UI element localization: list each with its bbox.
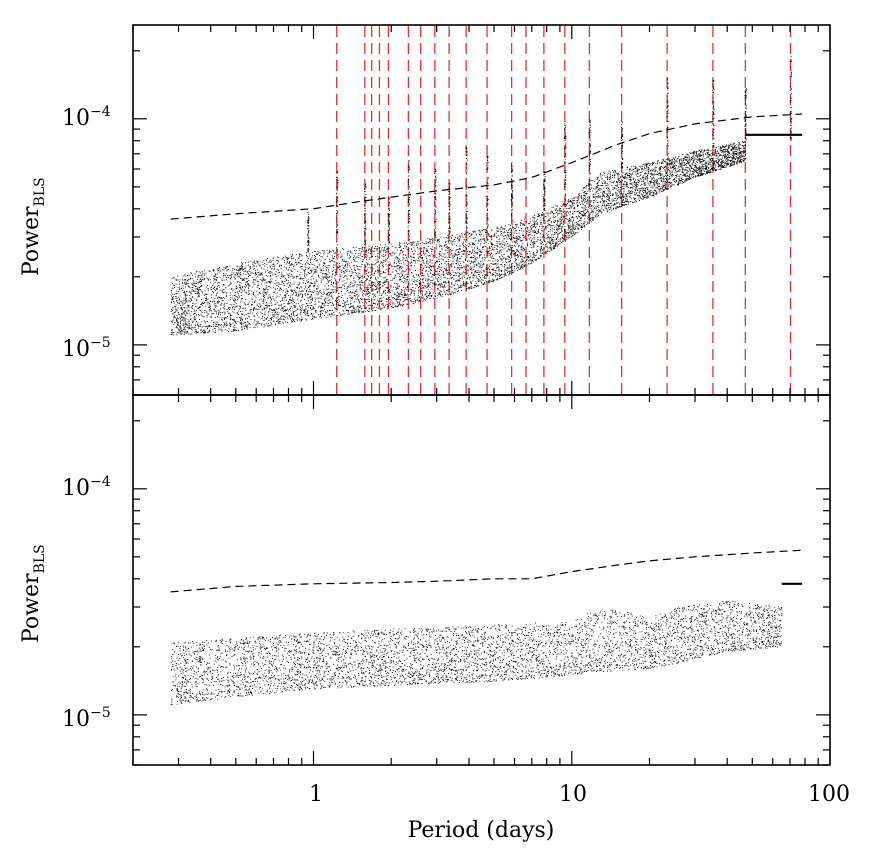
scatter-points — [170, 56, 793, 336]
bottom-ylabel-subscript: BLS — [32, 544, 48, 573]
top-ytick-exp-1e-4: −4 — [90, 104, 111, 120]
bottom-ytick-exp-1e-5: −5 — [90, 705, 111, 721]
bls-power-scatter — [170, 56, 803, 336]
top-ytick-label-1e-5: 10−5 — [62, 335, 111, 362]
bottom-x-ticks — [132, 395, 831, 765]
bottom-ytick-label-1e-4: 10−4 — [62, 474, 111, 501]
top-ylabel: PowerBLS — [19, 177, 48, 276]
bottom-ylabel: PowerBLS — [19, 544, 48, 643]
significance-threshold-line — [170, 549, 803, 593]
top-x-ticks — [132, 25, 831, 395]
top-panel: 10−4 10−5 PowerBLS — [19, 24, 831, 396]
xtick-label-1: 1 — [309, 782, 323, 807]
x-axis-label: Period (days) — [408, 818, 555, 843]
top-ylabel-subscript: BLS — [32, 177, 48, 206]
top-ytick-exp-1e-5: −5 — [90, 335, 111, 351]
bottom-panel-frame — [132, 394, 831, 766]
xtick-label-100: 100 — [808, 782, 850, 807]
bottom-y-ticks — [133, 420, 830, 766]
significance-threshold-line — [170, 113, 803, 220]
xtick-label-10: 10 — [559, 782, 587, 807]
harmonic-lines — [336, 26, 792, 394]
bottom-ytick-exp-1e-4: −4 — [90, 474, 111, 490]
scatter-points — [170, 601, 783, 706]
bottom-ytick-label-1e-5: 10−5 — [62, 705, 111, 732]
top-ytick-label-1e-4: 10−4 — [62, 104, 111, 131]
bls-power-scatter — [170, 582, 803, 706]
bottom-panel: 10−4 10−5 PowerBLS 1 10 100 Period (days… — [19, 394, 850, 843]
